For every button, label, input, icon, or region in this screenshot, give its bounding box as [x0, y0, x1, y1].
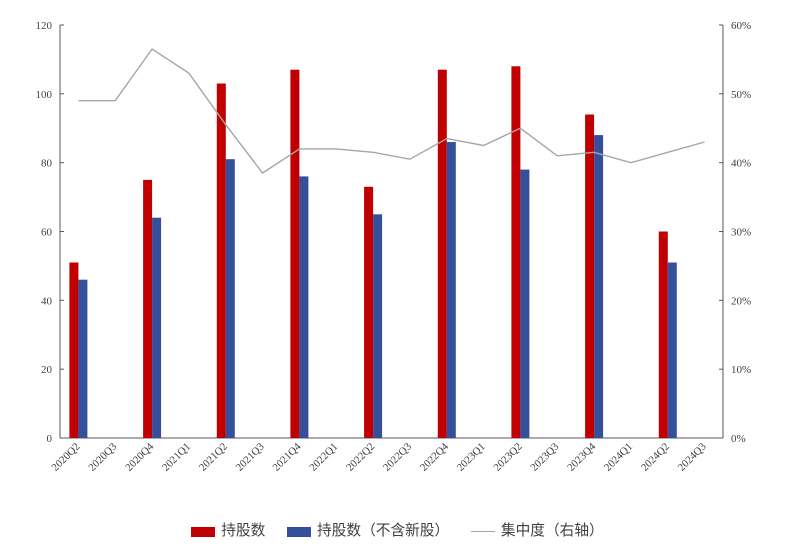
svg-text:40: 40: [41, 295, 53, 307]
svg-text:50%: 50%: [731, 89, 751, 101]
svg-text:10%: 10%: [731, 364, 751, 376]
svg-text:0: 0: [47, 433, 53, 445]
svg-text:20: 20: [41, 364, 53, 376]
svg-text:100: 100: [36, 89, 53, 101]
svg-text:0%: 0%: [731, 433, 746, 445]
svg-text:120: 120: [36, 20, 53, 32]
svg-text:20%: 20%: [731, 295, 751, 307]
svg-text:80: 80: [41, 158, 53, 170]
svg-text:60: 60: [41, 227, 53, 239]
svg-text:60%: 60%: [731, 20, 751, 32]
svg-text:40%: 40%: [731, 158, 751, 170]
svg-text:30%: 30%: [731, 227, 751, 239]
